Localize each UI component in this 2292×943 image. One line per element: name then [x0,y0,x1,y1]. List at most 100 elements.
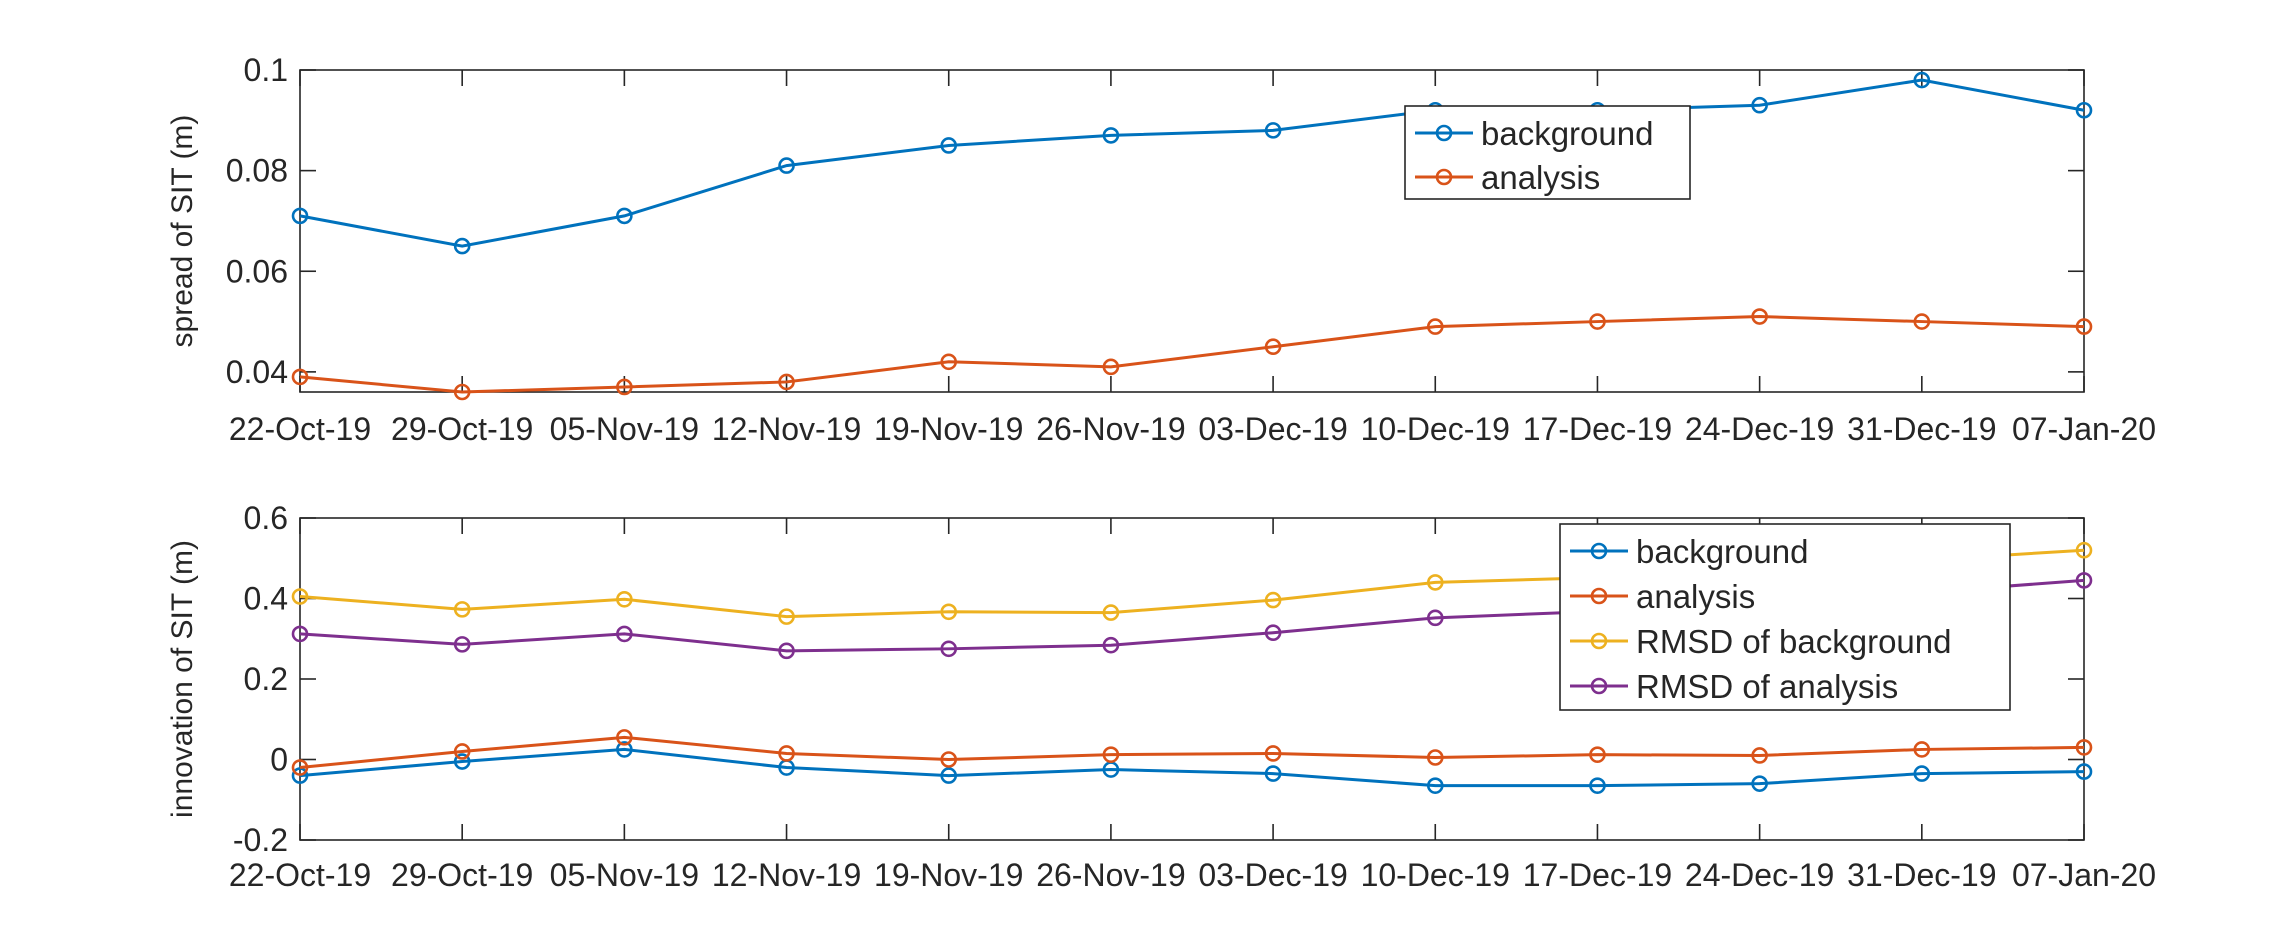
data-point [453,237,471,255]
data-point [778,157,795,174]
x-tick-label: 17-Dec-19 [1523,411,1672,447]
y-tick-label: 0.1 [244,52,288,88]
data-point [1426,749,1444,766]
data-point [616,207,633,225]
legend: background analysis [1404,105,1691,200]
data-point [1426,318,1444,335]
data-point [1426,609,1444,627]
legend-label: RMSD of background [1636,623,1951,660]
data-point [1589,746,1606,763]
legend-swatch-marker [1590,677,1608,695]
data-point [616,729,633,746]
x-tick-label: 10-Dec-19 [1361,857,1510,893]
data-point [2075,318,2093,335]
data-point [1264,745,1282,762]
data-point [291,588,309,605]
data-point [2075,763,2093,780]
data-point [291,767,309,784]
y-tick-label: 0 [270,742,288,778]
legend-item: analysis [1415,159,1600,196]
data-point [1426,777,1444,794]
x-tick-label: 24-Dec-19 [1685,857,1834,893]
data-point [940,137,958,154]
y-axis-label: spread of SIT (m) [166,115,199,348]
series-line [299,735,2085,770]
y-axis-label: innovation of SIT (m) [166,540,199,818]
data-point [940,640,958,658]
x-tick-label: 29-Oct-19 [391,857,533,893]
data-point [1589,313,1606,330]
x-tick-label: 03-Dec-19 [1198,857,1347,893]
data-point [291,759,309,776]
data-point [1913,313,1931,330]
data-point [1264,591,1282,609]
series-line [299,747,2085,788]
legend-swatch-marker [1435,168,1453,186]
data-point [1751,747,1768,764]
x-tick-label: 05-Nov-19 [550,857,699,893]
x-tick-label: 22-Oct-19 [229,857,371,893]
x-tick-label: 12-Nov-19 [712,857,861,893]
data-point [2075,101,2093,119]
data-point [778,745,795,762]
legend-item: RMSD of background [1570,623,1951,660]
data-point [1913,71,1931,89]
series-line [299,78,2085,248]
x-tick-label: 05-Nov-19 [550,411,699,447]
x-tick-label: 17-Dec-19 [1523,857,1672,893]
data-point [940,767,958,784]
series-analysis [291,308,2093,401]
x-tick-label: 19-Nov-19 [874,857,1023,893]
x-tick-label: 19-Nov-19 [874,411,1023,447]
series-background [291,741,2093,794]
data-point [616,591,633,608]
legend-item: background [1415,115,1653,152]
data-point [291,207,309,225]
x-tick-label: 24-Dec-19 [1685,411,1834,447]
legend-box [1404,105,1691,200]
data-point [2075,572,2093,589]
x-tick-label: 07-Jan-20 [2012,857,2156,893]
data-point [940,603,958,621]
plot-area [299,69,2085,393]
data-point [1102,746,1120,763]
series-analysis [291,729,2093,776]
x-tick-label: 31-Dec-19 [1847,857,1996,893]
data-point [616,378,633,396]
x-tick-label: 07-Jan-20 [2012,411,2156,447]
legend-label: background [1636,533,1808,570]
legend-swatch-marker [1435,124,1453,142]
data-point [291,625,309,643]
y-tick-label: 0.08 [226,153,288,189]
y-tick-label: 0.04 [226,354,288,390]
data-point [778,642,795,660]
data-point [1102,127,1120,144]
data-point [1264,624,1282,642]
data-point [616,741,633,758]
x-tick-label: 22-Oct-19 [229,411,371,447]
data-point [1102,604,1120,621]
data-point [1102,636,1120,654]
x-tick-label: 03-Dec-19 [1198,411,1347,447]
data-point [2075,739,2093,756]
legend-item: analysis [1570,578,1755,615]
data-point [1751,308,1768,325]
data-point [1264,122,1282,139]
y-tick-label: 0.2 [244,661,288,697]
legend-swatch-marker [1590,632,1608,650]
x-tick-label: 26-Nov-19 [1036,857,1185,893]
data-point [940,353,958,371]
data-point [778,608,795,625]
x-tick-label: 12-Nov-19 [712,411,861,447]
data-point [453,753,471,770]
legend-label: RMSD of analysis [1636,668,1898,705]
legend-label: background [1481,115,1653,152]
legend-swatch-marker [1590,542,1608,560]
legend: background analysis RMSD of background RMSD… [1559,523,2011,711]
data-point [1913,741,1931,758]
data-point [1751,96,1768,114]
data-point [453,383,471,401]
x-tick-label: 29-Oct-19 [391,411,533,447]
